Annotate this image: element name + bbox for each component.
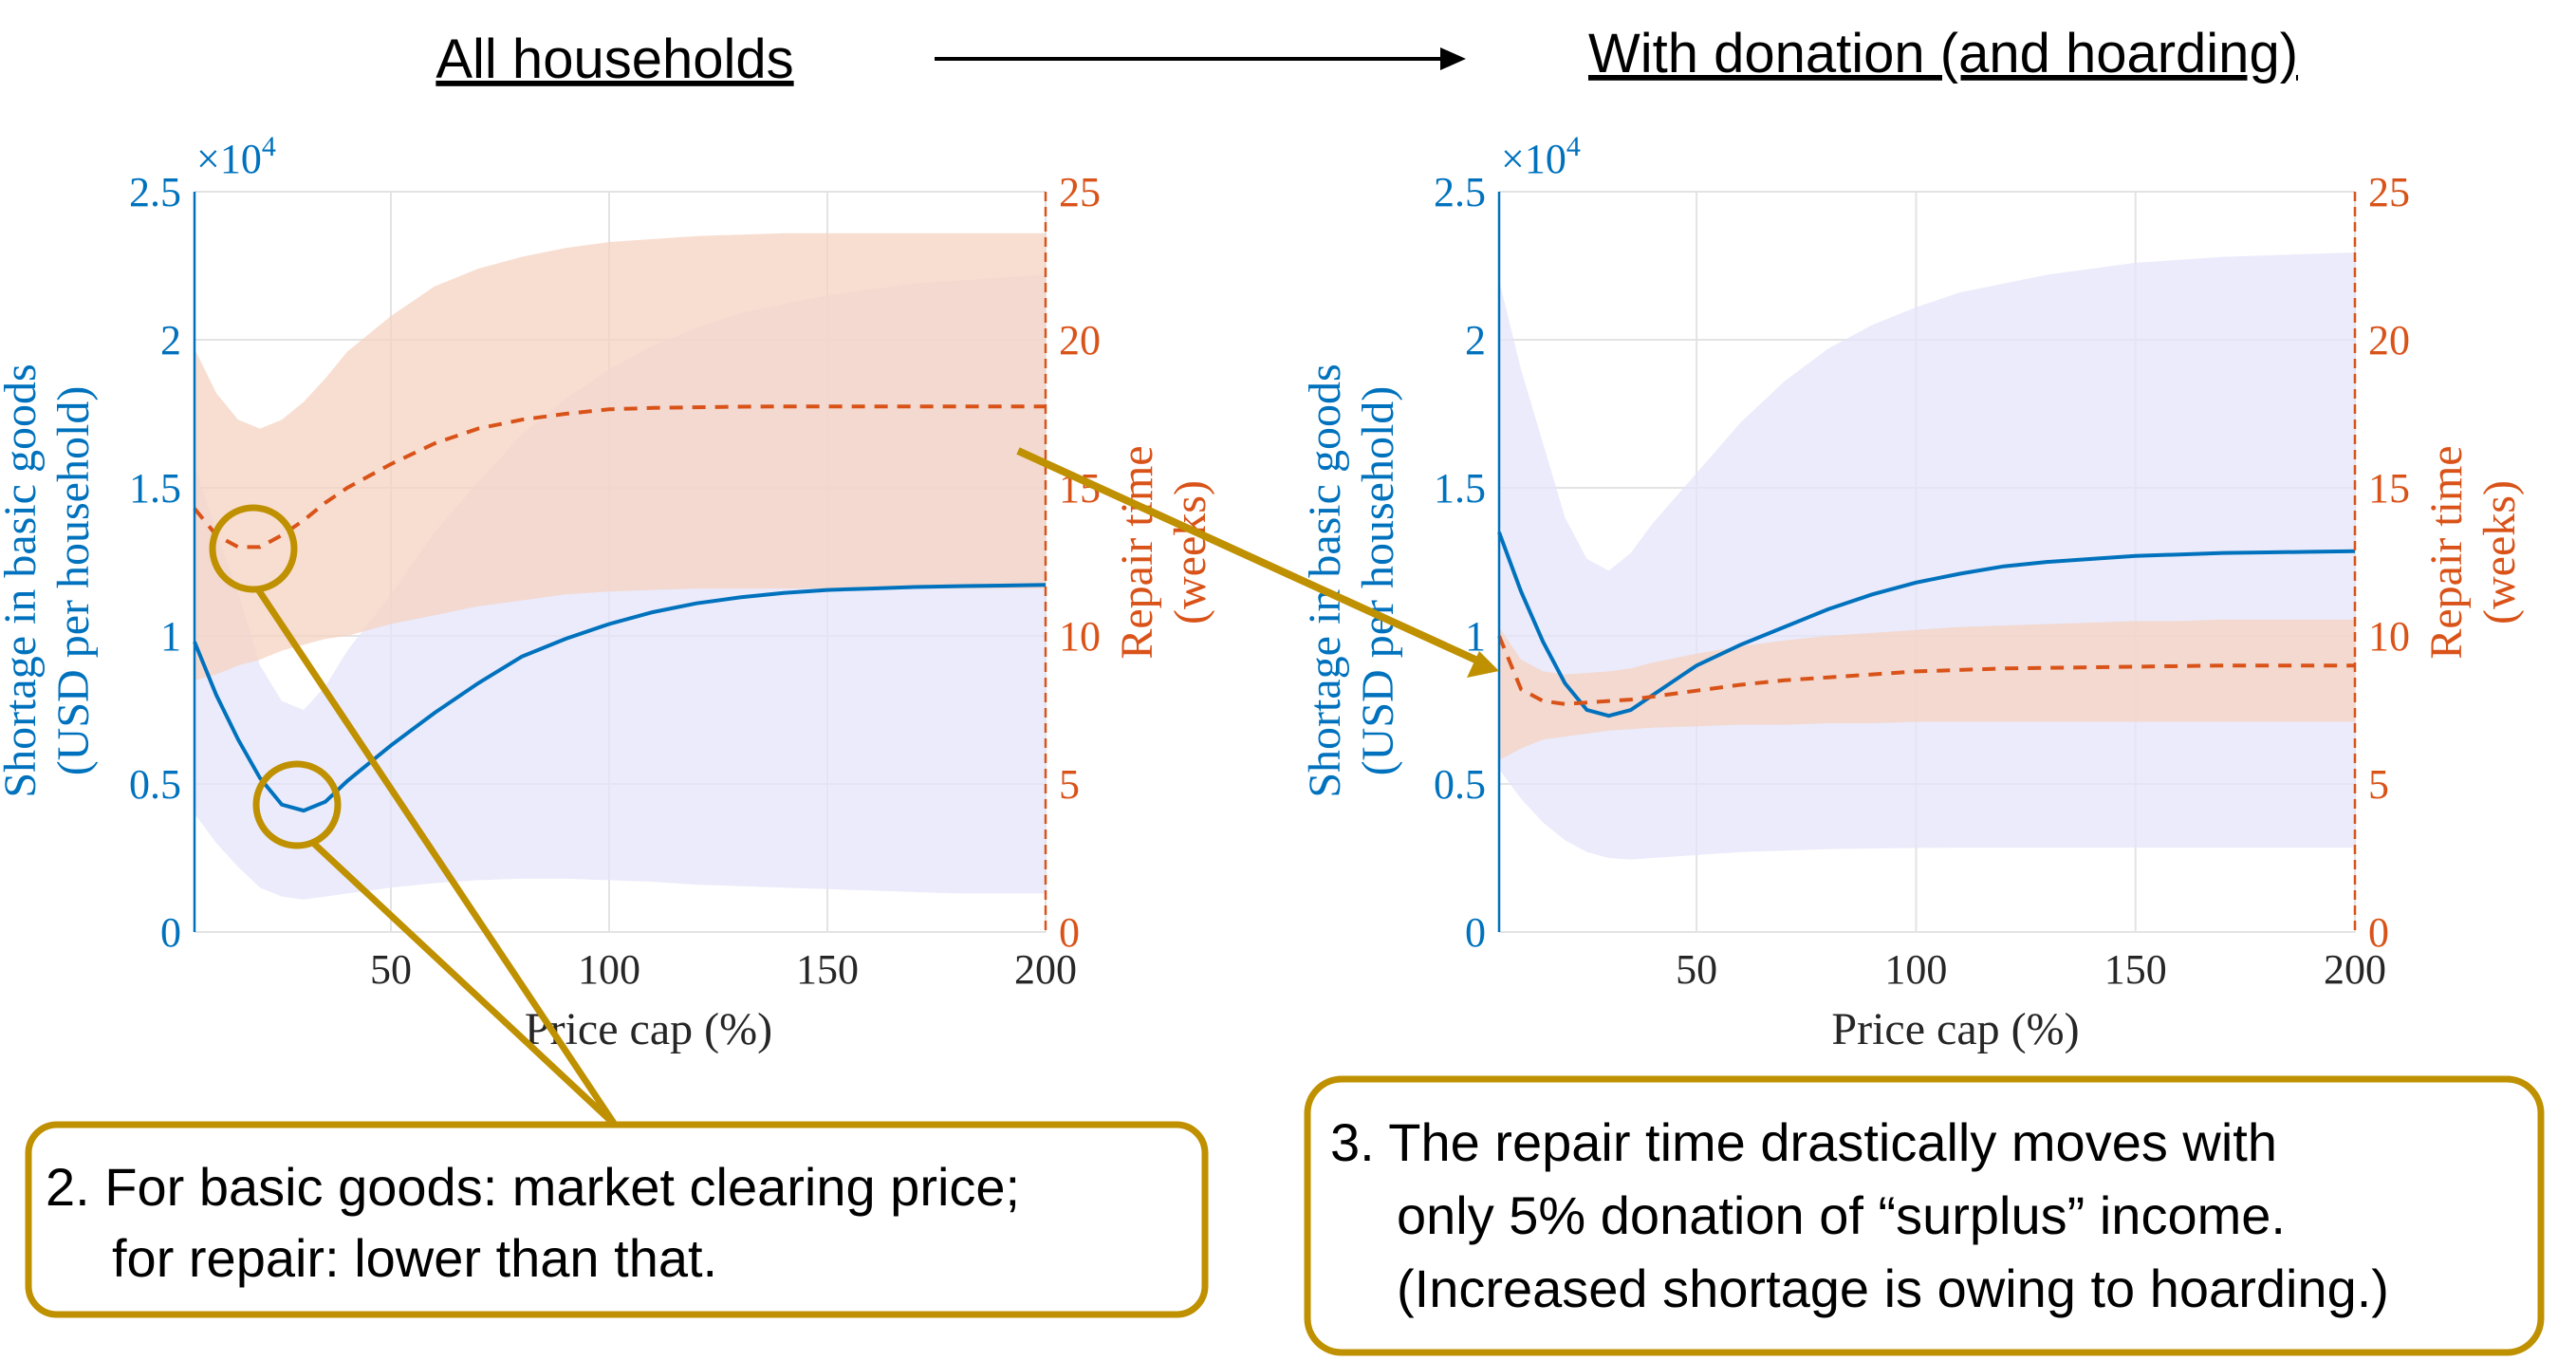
left-y-tick-label: 1.5 (1434, 465, 1486, 512)
right-y-tick-label: 10 (2368, 613, 2410, 660)
right-y-tick-label: 5 (1059, 761, 1080, 808)
y-exponent-label: ×104 (1501, 131, 1581, 182)
right-y-tick-label: 0 (2368, 909, 2389, 956)
right-y-axis-label: (weeks) (1165, 480, 1215, 625)
y-exponent-label: ×104 (196, 131, 276, 182)
callout-left: 2. For basic goods: market clearing pric… (25, 1121, 1209, 1318)
callout-connector-b (310, 840, 618, 1128)
shortage-minimum-marker (252, 760, 342, 849)
right-y-tick-label: 5 (2368, 761, 2389, 808)
callout-left-line1: 2. For basic goods: market clearing pric… (46, 1157, 1020, 1217)
annotation-arrow-line (1016, 447, 1477, 663)
left-y-axis-label: (USD per household) (1353, 386, 1403, 776)
callout-right-line2: only 5% donation of “surplus” income. (1397, 1185, 2286, 1245)
callout-right-line1: 3. The repair time drastically moves wit… (1330, 1112, 2277, 1172)
x-tick-label: 100 (578, 946, 640, 993)
right-y-tick-label: 10 (1059, 613, 1101, 660)
left-y-tick-label: 0 (160, 909, 181, 956)
right-y-axis-label: Repair time (1112, 445, 1162, 659)
heading-all-households: All households (436, 28, 793, 90)
shortage-line (1497, 531, 2356, 718)
left-y-tick-label: 0.5 (1434, 761, 1486, 808)
right-y-tick-label: 15 (2368, 465, 2410, 512)
callout-left-line2: for repair: lower than that. (112, 1228, 717, 1288)
heading-with-donation: With donation (and hoarding) (1588, 23, 2298, 84)
left-y-tick-label: 2.5 (129, 169, 181, 215)
right-y-tick-label: 20 (2368, 317, 2410, 364)
left-y-tick-label: 1.5 (129, 465, 181, 512)
callout-right-box (1304, 1075, 2545, 1356)
x-tick-label: 50 (1676, 946, 1717, 993)
chart-panel-right: 50 100 150 20000.511.522.50510152025×104Pri… (1300, 131, 2525, 1054)
shortage-line (193, 583, 1047, 813)
flow-arrow-head (1440, 47, 1466, 70)
x-tick-label: 200 (1014, 946, 1077, 993)
x-tick-label: 50 (370, 946, 412, 993)
right-y-tick-label: 0 (1059, 909, 1080, 956)
x-tick-label: 150 (2104, 946, 2167, 993)
left-y-axis-label: (USD per household) (48, 386, 99, 776)
right-y-tick-label: 25 (1059, 169, 1101, 215)
callout-right-line3: (Increased shortage is owing to hoarding… (1397, 1258, 2389, 1318)
left-y-tick-label: 2.5 (1434, 169, 1486, 215)
right-y-tick-label: 25 (2368, 169, 2410, 215)
left-y-tick-label: 1 (1465, 613, 1486, 660)
annotation-arrow-head (1467, 651, 1499, 678)
repair-time-line (1497, 635, 2355, 706)
callout-left-box (25, 1121, 1209, 1318)
repair-time-line (193, 404, 1046, 550)
right-y-axis-label: (weeks) (2474, 480, 2525, 625)
x-axis-label: Price cap (%) (1831, 1004, 2079, 1054)
callout-right: 3. The repair time drastically moves wit… (1304, 1075, 2545, 1356)
left-y-tick-label: 2 (160, 317, 181, 364)
left-y-tick-label: 0 (1465, 909, 1486, 956)
left-y-tick-label: 0.5 (129, 761, 181, 808)
left-y-tick-label: 2 (1465, 317, 1486, 364)
chart-panel-left: 50 100 150 20000.511.522.50510152025×104Pri… (0, 131, 1215, 1054)
callout-connector-a (255, 587, 618, 1127)
left-y-tick-label: 1 (160, 613, 181, 660)
repair-uncertainty-band (1499, 619, 2355, 760)
right-y-axis-label: Repair time (2421, 445, 2472, 659)
x-tick-label: 200 (2324, 946, 2386, 993)
left-y-axis-label: Shortage in basic goods (0, 364, 46, 797)
repair-minimum-marker (209, 504, 298, 593)
x-tick-label: 150 (796, 946, 859, 993)
repair-uncertainty-band (195, 233, 1046, 680)
right-y-tick-label: 20 (1059, 317, 1101, 364)
x-tick-label: 100 (1884, 946, 1947, 993)
